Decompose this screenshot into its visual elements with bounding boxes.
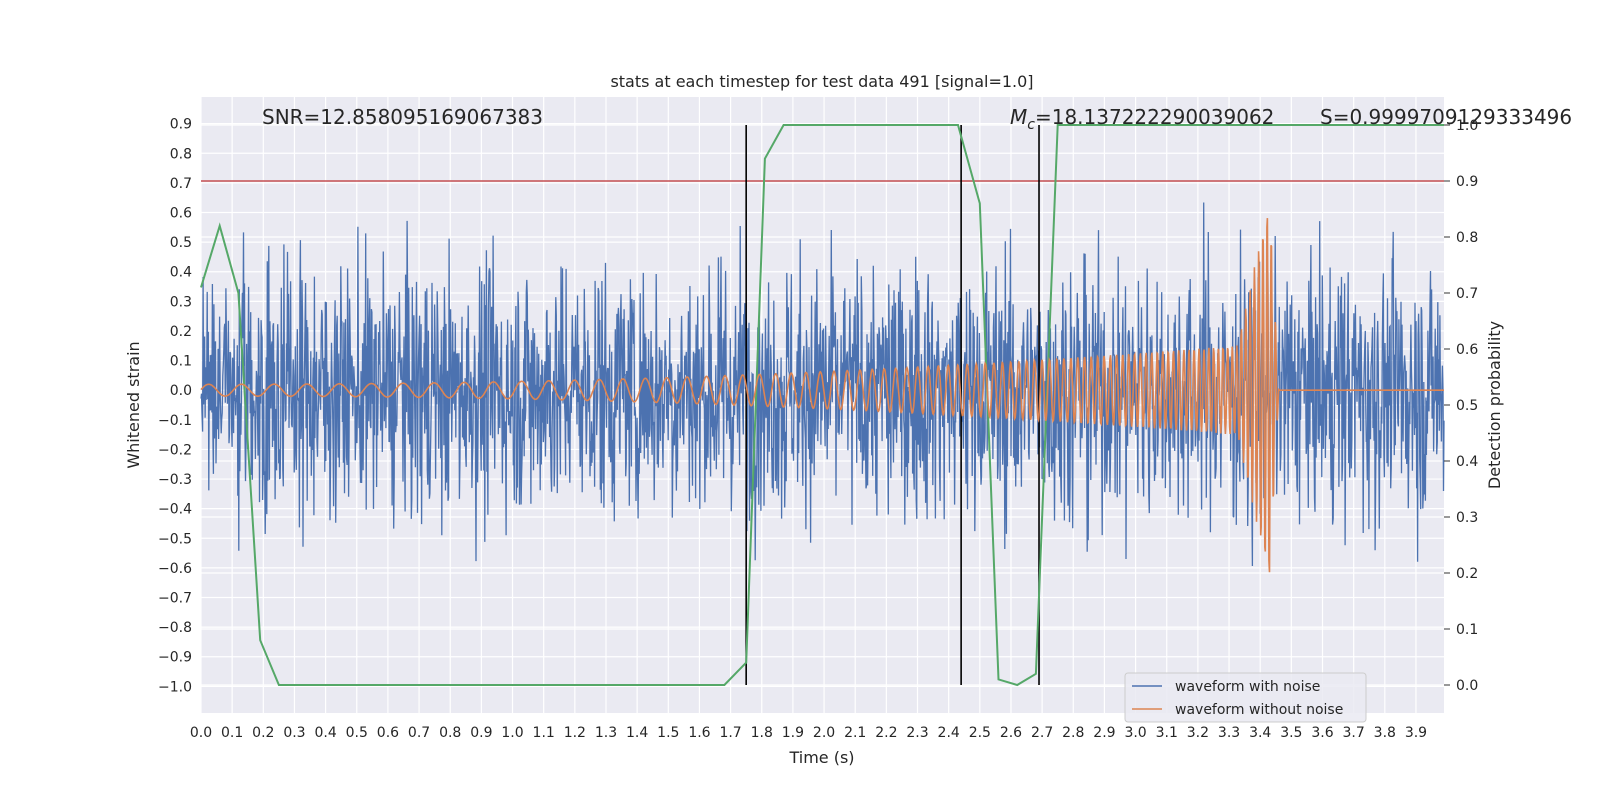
y2-tick-label: 0.8: [1456, 230, 1478, 246]
x-axis-label: Time (s): [788, 748, 854, 767]
x-tick-label: 3.3: [1218, 725, 1240, 741]
x-tick-label: 1.7: [719, 725, 741, 741]
y-tick-label: 0.5: [170, 235, 192, 251]
x-tick-label: 2.9: [1093, 725, 1115, 741]
y-tick-labels: 0.9 0.8 0.7 0.6 0.5 0.4 0.3 0.2 0.1 0.0 −0.1 −0.2 −0…: [158, 117, 192, 696]
x-tick-label: 0.8: [439, 725, 461, 741]
mc-value: =18.137222290039062: [1035, 105, 1274, 129]
x-tick-label: 1.0: [501, 725, 523, 741]
y-tick-label: −0.2: [158, 442, 192, 458]
significance-annotation: S=0.9999709129333496: [1320, 105, 1572, 129]
x-tick-label: 2.8: [1062, 725, 1084, 741]
mc-subscript: c: [1027, 117, 1035, 133]
y-tick-label: −0.3: [158, 472, 192, 488]
x-tick-label: 3.1: [1156, 725, 1178, 741]
y2-tick-label: 0.5: [1456, 398, 1478, 414]
y2-tick-label: 1.0: [1456, 118, 1478, 134]
x-tick-label: 2.2: [875, 725, 897, 741]
x-tick-label: 0.4: [314, 725, 336, 741]
x-tick-label: 0.0: [190, 725, 212, 741]
y-tick-label: −0.7: [158, 591, 192, 607]
series-detection-probability: [200, 124, 1444, 687]
x-tick-label: 0.9: [470, 725, 492, 741]
y2-tick-label: 0.7: [1456, 286, 1478, 302]
x-tick-label: 2.6: [1000, 725, 1022, 741]
y2-axis-label: Detection probability: [1485, 321, 1504, 489]
y-tick-label: −1.0: [158, 679, 192, 695]
x-tick-label: 2.0: [813, 725, 835, 741]
x-tick-label: 0.5: [346, 725, 368, 741]
y-tick-label: 0.2: [170, 324, 192, 340]
y-tick-label: −0.9: [158, 650, 192, 666]
y2-tick-label: 0.1: [1456, 622, 1478, 638]
x-tick-label: 1.4: [626, 725, 648, 741]
x-tick-label: 2.7: [1031, 725, 1053, 741]
y-tick-label: 0.6: [170, 206, 192, 222]
x-tick-label: 0.1: [221, 725, 243, 741]
x-tick-label: 0.3: [283, 725, 305, 741]
y-tick-label: −0.8: [158, 620, 192, 636]
x-tick-label: 2.4: [938, 725, 960, 741]
noisy-waveform-line: [200, 202, 1445, 567]
x-tick-label: 2.5: [969, 725, 991, 741]
chart-title: stats at each timestep for test data 491…: [610, 72, 1033, 91]
y-tick-label: −0.4: [158, 502, 192, 518]
y2-tick-label: 0.6: [1456, 342, 1478, 358]
y-tick-label: 0.8: [170, 146, 192, 162]
x-tick-label: 1.9: [782, 725, 804, 741]
x-tick-label: 0.6: [377, 725, 399, 741]
legend-label-clean: waveform without noise: [1175, 702, 1343, 718]
y-tick-label: 0.0: [170, 383, 192, 399]
legend: waveform with noise waveform without noi…: [1124, 672, 1367, 723]
series-waveform-with-noise: [200, 202, 1445, 567]
x-tick-label: 3.5: [1280, 725, 1302, 741]
series-waveform-without-noise: [200, 218, 1444, 573]
snr-annotation: SNR=12.858095169067383: [262, 105, 543, 129]
mc-symbol: M: [1010, 105, 1027, 129]
x-tick-label: 0.2: [252, 725, 274, 741]
x-tick-label: 2.3: [906, 725, 928, 741]
y-tick-label: −0.6: [158, 561, 192, 577]
x-tick-label: 1.5: [657, 725, 679, 741]
y2-tick-label: 0.9: [1456, 174, 1478, 190]
y2-tick-label: 0.3: [1456, 510, 1478, 526]
y-axis-label: Whitened strain: [124, 341, 143, 468]
x-tick-label: 3.2: [1187, 725, 1209, 741]
x-tick-label: 1.1: [533, 725, 555, 741]
x-tick-label: 1.3: [595, 725, 617, 741]
x-tick-label: 3.0: [1124, 725, 1146, 741]
y-tick-label: 0.4: [170, 265, 192, 281]
legend-box: [1124, 672, 1367, 723]
x-tick-label: 1.6: [688, 725, 710, 741]
clean-waveform-line: [200, 218, 1444, 573]
y-tick-label: −0.5: [158, 531, 192, 547]
y2-tick-label: 0.0: [1456, 678, 1478, 694]
y2-tick-label: 0.4: [1456, 454, 1478, 470]
x-tick-label: 3.6: [1311, 725, 1333, 741]
x-tick-label: 3.9: [1405, 725, 1427, 741]
x-tick-label: 1.2: [564, 725, 586, 741]
detection-probability-line: [200, 124, 1444, 687]
x-tick-label: 1.8: [751, 725, 773, 741]
y-tick-label: 0.9: [170, 117, 192, 133]
x-tick-label: 3.4: [1249, 725, 1271, 741]
chirp-mass-annotation: Mc=18.137222290039062: [1010, 105, 1274, 133]
legend-label-noisy: waveform with noise: [1175, 679, 1320, 695]
y2-tick-label: 0.2: [1456, 566, 1478, 582]
y2-tick-labels: 1.0 0.9 0.8 0.7 0.6 0.5 0.4 0.3 0.2 0.1 0.0: [1444, 118, 1478, 694]
y-tick-label: 0.1: [170, 354, 192, 370]
y-tick-label: −0.1: [158, 413, 192, 429]
x-tick-label: 3.8: [1374, 725, 1396, 741]
x-tick-label: 3.7: [1343, 725, 1365, 741]
y-tick-label: 0.7: [170, 176, 192, 192]
x-tick-label: 2.1: [844, 725, 866, 741]
x-tick-label: 0.7: [408, 725, 430, 741]
x-tick-labels: 0.0 0.1 0.2 0.3 0.4 0.5 0.6 0.7 0.8 0.9 1.0 1.1 1.2 1…: [190, 725, 1427, 741]
y-tick-label: 0.3: [170, 294, 192, 310]
